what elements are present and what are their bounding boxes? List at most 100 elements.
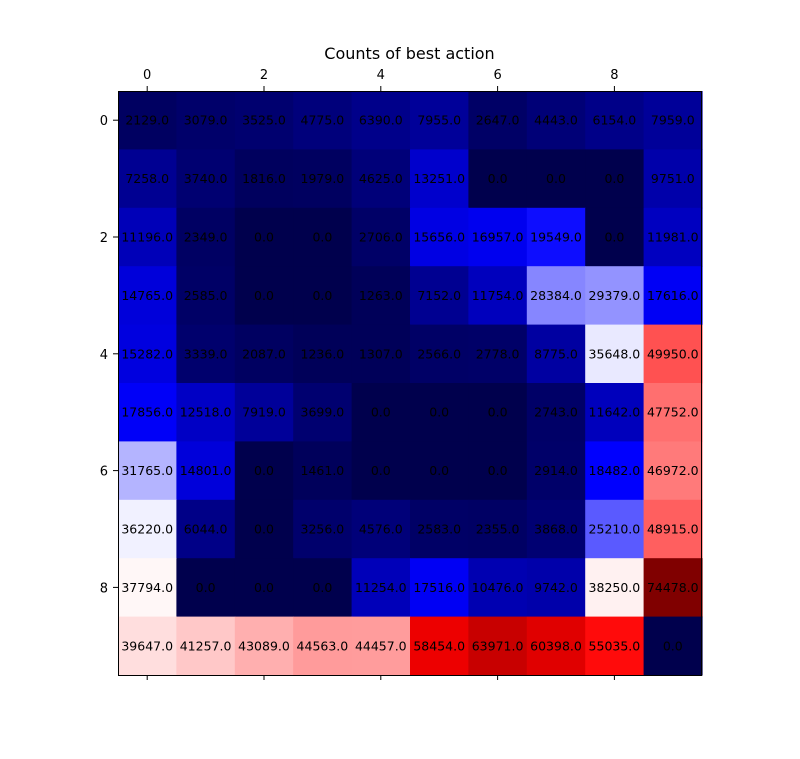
heatmap-cell xyxy=(643,558,703,618)
heatmap-cells xyxy=(118,91,703,676)
cell-value-label: 1816.0 xyxy=(242,171,286,186)
cell-value-label: 16957.0 xyxy=(472,230,524,245)
heatmap-cell xyxy=(643,324,703,384)
heatmap-cell xyxy=(293,91,353,150)
heatmap-cell xyxy=(468,91,528,150)
cell-value-label: 38250.0 xyxy=(589,580,641,595)
cell-value-label: 2583.0 xyxy=(417,522,461,537)
heatmap-cell xyxy=(585,207,645,267)
heatmap-cell xyxy=(643,441,703,501)
cell-value-label: 0.0 xyxy=(429,405,449,420)
heatmap-cell xyxy=(234,441,294,501)
heatmap-cell xyxy=(585,499,645,559)
cell-value-label: 11196.0 xyxy=(121,230,173,245)
heatmap-cell xyxy=(643,91,703,150)
cell-value-label: 1307.0 xyxy=(359,346,403,361)
cell-value-label: 2129.0 xyxy=(125,113,169,128)
cell-value-label: 11254.0 xyxy=(355,580,407,595)
cell-value-label: 4775.0 xyxy=(301,113,345,128)
heatmap-cell xyxy=(118,383,177,442)
heatmap-cell xyxy=(643,207,703,267)
heatmap-cell xyxy=(643,383,703,442)
cell-value-label: 11642.0 xyxy=(589,405,641,420)
cell-value-label: 60398.0 xyxy=(530,638,582,653)
heatmap-cell xyxy=(468,324,528,384)
cell-value-label: 2566.0 xyxy=(417,346,461,361)
heatmap-cell xyxy=(526,324,586,384)
heatmap-cell xyxy=(468,207,528,267)
heatmap-cell xyxy=(643,616,703,676)
heatmap-cell xyxy=(526,91,586,150)
heatmap-cell xyxy=(526,616,586,676)
cell-value-label: 3339.0 xyxy=(184,346,228,361)
cell-value-label: 0.0 xyxy=(546,171,566,186)
heatmap-cell xyxy=(176,91,236,150)
heatmap-cell xyxy=(468,558,528,618)
heatmap-cell xyxy=(643,499,703,559)
heatmap-cell xyxy=(410,324,469,384)
cell-value-label: 11981.0 xyxy=(647,230,699,245)
cell-value-label: 0.0 xyxy=(371,405,391,420)
cell-value-label: 0.0 xyxy=(604,171,624,186)
cell-value-label: 17516.0 xyxy=(413,580,465,595)
heatmap-cell xyxy=(293,616,353,676)
heatmap-cell xyxy=(293,383,353,442)
y-tick-label: 8 xyxy=(100,581,108,596)
heatmap-cell xyxy=(176,149,236,209)
heatmap-cell xyxy=(293,266,353,326)
y-tick-label: 4 xyxy=(100,348,108,363)
cell-value-label: 2647.0 xyxy=(476,113,520,128)
heatmap-cell xyxy=(351,149,411,209)
cell-value-label: 2743.0 xyxy=(534,405,578,420)
heatmap-cell xyxy=(176,616,236,676)
cell-value-label: 58454.0 xyxy=(413,638,465,653)
heatmap-cell xyxy=(118,499,177,559)
cell-value-label: 2087.0 xyxy=(242,346,286,361)
cell-value-label: 46972.0 xyxy=(647,463,699,478)
cell-value-label: 25210.0 xyxy=(589,522,641,537)
heatmap-cell xyxy=(410,558,469,618)
cell-value-label: 3079.0 xyxy=(184,113,228,128)
heatmap-cell xyxy=(234,324,294,384)
heatmap-cell xyxy=(234,149,294,209)
heatmap-cell xyxy=(234,91,294,150)
cell-value-label: 12518.0 xyxy=(180,405,232,420)
heatmap-cell xyxy=(410,383,469,442)
heatmap-cell xyxy=(585,324,645,384)
cell-value-label: 2706.0 xyxy=(359,230,403,245)
cell-value-label: 1236.0 xyxy=(301,346,345,361)
y-axis-ticks: 0 2 4 6 8 xyxy=(100,114,118,596)
cell-value-label: 18482.0 xyxy=(589,463,641,478)
cell-value-label: 2355.0 xyxy=(476,522,520,537)
cell-value-label: 2349.0 xyxy=(184,230,228,245)
heatmap-cell xyxy=(293,149,353,209)
cell-value-label: 15656.0 xyxy=(413,230,465,245)
heatmap-cell xyxy=(585,616,645,676)
cell-value-label: 36220.0 xyxy=(121,522,173,537)
cell-value-label: 0.0 xyxy=(488,463,508,478)
cell-value-label: 17616.0 xyxy=(647,288,699,303)
cell-value-label: 43089.0 xyxy=(238,638,290,653)
heatmap-cell xyxy=(351,266,411,326)
cell-value-label: 0.0 xyxy=(254,580,274,595)
cell-value-label: 3868.0 xyxy=(534,522,578,537)
heatmap-cell xyxy=(176,324,236,384)
heatmap-cell xyxy=(118,441,177,501)
heatmap-cell xyxy=(526,149,586,209)
heatmap-cell xyxy=(176,441,236,501)
heatmap-cell xyxy=(351,324,411,384)
heatmap-cell xyxy=(118,558,177,618)
heatmap-cell xyxy=(410,149,469,209)
cell-value-label: 2585.0 xyxy=(184,288,228,303)
heatmap-cell xyxy=(468,616,528,676)
cell-value-label: 19549.0 xyxy=(530,230,582,245)
cell-value-label: 48915.0 xyxy=(647,522,699,537)
cell-value-label: 17856.0 xyxy=(121,405,173,420)
chart-title: Counts of best action xyxy=(324,44,494,63)
cell-value-label: 0.0 xyxy=(312,288,332,303)
heatmap-cell xyxy=(351,91,411,150)
heatmap-cell xyxy=(526,207,586,267)
cell-value-label: 3699.0 xyxy=(301,405,345,420)
cell-value-label: 47752.0 xyxy=(647,405,699,420)
heatmap-cell xyxy=(643,149,703,209)
